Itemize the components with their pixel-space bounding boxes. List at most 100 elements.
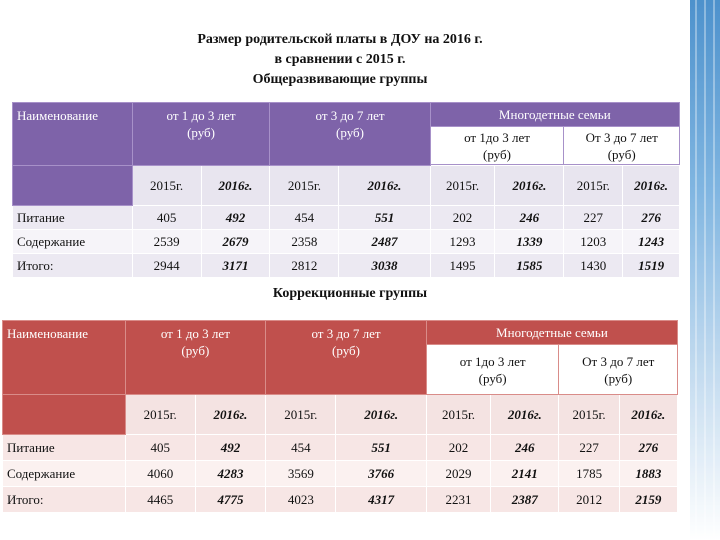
row-label: Итого: — [12, 253, 133, 278]
header-age-1-3: от 1 до 3 лет (руб) — [124, 320, 267, 395]
subheader-3-7: От 3 до 7 лет (руб) — [563, 126, 680, 165]
value-cell: 1785 — [558, 460, 620, 487]
header-unit: (руб) — [187, 125, 215, 140]
value-cell: 2812 — [269, 253, 340, 278]
year-cell: 2016г. — [490, 394, 560, 435]
value-cell: 405 — [131, 205, 202, 230]
value-cell: 1883 — [618, 460, 679, 487]
value-cell: 1585 — [494, 253, 565, 278]
subheader-1-3-label: от 1до 3 лет — [464, 129, 530, 145]
value-cell: 454 — [269, 205, 340, 230]
value-cell: 246 — [490, 434, 560, 461]
header-age-1-3: от 1 до 3 лет (руб) — [131, 102, 271, 166]
value-cell: 2387 — [490, 486, 560, 513]
subheader-unit: (руб) — [604, 370, 633, 386]
header-name: Наименование — [12, 102, 133, 166]
title-line-1: Размер родительской платы в ДОУ на 2016 … — [197, 32, 483, 47]
header-age-3-7-label: от 3 до 7 лет — [311, 326, 381, 341]
value-cell: 492 — [200, 205, 271, 230]
year-cell: 2016г. — [494, 165, 565, 206]
page-title: Размер родительской платы в ДОУ на 2016 … — [130, 30, 550, 90]
header-age-3-7-label: от 3 до 7 лет — [315, 108, 385, 123]
value-cell: 246 — [494, 205, 565, 230]
header-unit: (руб) — [181, 343, 210, 358]
value-cell: 2539 — [131, 229, 202, 254]
year-cell: 2015г. — [429, 165, 496, 206]
value-cell: 2159 — [618, 486, 679, 513]
year-cell: 2015г. — [269, 165, 340, 206]
subheader-unit: (руб) — [478, 370, 507, 386]
subheader-unit: (руб) — [607, 146, 636, 162]
value-cell: 4775 — [194, 486, 267, 513]
correction-groups-table: Наименование от 1 до 3 лет (руб) от 3 до… — [2, 320, 679, 513]
header-unit: (руб) — [336, 125, 364, 140]
row-label: Содержание — [2, 460, 126, 487]
subheader-1-3: от 1до 3 лет (руб) — [429, 126, 565, 165]
value-cell: 2141 — [490, 460, 560, 487]
subheader-unit: (руб) — [483, 146, 511, 162]
value-cell: 2231 — [425, 486, 492, 513]
value-cell: 2487 — [338, 229, 431, 254]
value-cell: 551 — [335, 434, 427, 461]
year-cell: 2015г. — [558, 394, 620, 435]
year-row-spacer — [12, 165, 133, 206]
value-cell: 3038 — [338, 253, 431, 278]
year-cell: 2016г. — [335, 394, 427, 435]
year-cell: 2016г. — [194, 394, 267, 435]
row-label: Содержание — [12, 229, 133, 254]
header-age-3-7: от 3 до 7 лет (руб) — [269, 102, 431, 166]
table-row: Итого: 4465 4775 4023 4317 2231 2387 201… — [2, 486, 679, 513]
value-cell: 1519 — [622, 253, 680, 278]
value-cell: 4465 — [124, 486, 196, 513]
header-large-families: Многодетные семьи — [429, 102, 681, 127]
value-cell: 202 — [429, 205, 496, 230]
value-cell: 1203 — [563, 229, 624, 254]
slide: Размер родительской платы в ДОУ на 2016 … — [2, 30, 681, 513]
subheader-3-7: От 3 до 7 лет (руб) — [558, 344, 678, 395]
subheader-1-3: от 1до 3 лет (руб) — [425, 344, 560, 395]
table-row: Питание 405 492 454 551 202 246 227 276 — [12, 205, 680, 230]
header-name: Наименование — [2, 320, 126, 395]
section-title-correction: Коррекционные группы — [272, 286, 428, 301]
header-large-families: Многодетные семьи — [425, 320, 679, 345]
row-label: Питание — [12, 205, 133, 230]
year-cell: 2015г. — [425, 394, 492, 435]
value-cell: 202 — [425, 434, 492, 461]
header-age-3-7: от 3 до 7 лет (руб) — [265, 320, 427, 395]
value-cell: 276 — [622, 205, 680, 230]
value-cell: 2358 — [269, 229, 340, 254]
value-cell: 551 — [338, 205, 431, 230]
table-row: Содержание 4060 4283 3569 3766 2029 2141… — [2, 460, 679, 487]
value-cell: 405 — [124, 434, 196, 461]
year-cell: 2016г. — [338, 165, 431, 206]
header-unit: (руб) — [332, 343, 360, 358]
value-cell: 3569 — [265, 460, 337, 487]
year-cell: 2016г. — [622, 165, 680, 206]
value-cell: 1430 — [563, 253, 624, 278]
value-cell: 227 — [558, 434, 620, 461]
value-cell: 1495 — [429, 253, 496, 278]
value-cell: 2029 — [425, 460, 492, 487]
year-cell: 2015г. — [124, 394, 196, 435]
value-cell: 2012 — [558, 486, 620, 513]
value-cell: 492 — [194, 434, 267, 461]
value-cell: 1339 — [494, 229, 565, 254]
value-cell: 2679 — [200, 229, 271, 254]
year-cell: 2016г. — [200, 165, 271, 206]
year-cell: 2015г. — [563, 165, 624, 206]
table-row: Содержание 2539 2679 2358 2487 1293 1339… — [12, 229, 680, 254]
header-age-1-3-label: от 1 до 3 лет — [166, 108, 236, 123]
value-cell: 227 — [563, 205, 624, 230]
general-groups-table: Наименование от 1 до 3 лет (руб) от 3 до… — [12, 102, 681, 278]
table-row: Питание 405 492 454 551 202 246 227 276 — [2, 434, 679, 461]
subheader-3-7-label: От 3 до 7 лет — [582, 353, 655, 369]
row-label: Питание — [2, 434, 126, 461]
header-age-1-3-label: от 1 до 3 лет — [160, 326, 230, 341]
year-row-spacer — [2, 394, 126, 435]
value-cell: 3766 — [335, 460, 427, 487]
value-cell: 4060 — [124, 460, 196, 487]
value-cell: 4317 — [335, 486, 427, 513]
title-line-3: Общеразвивающие группы — [252, 72, 428, 87]
row-label: Итого: — [2, 486, 126, 513]
value-cell: 3171 — [200, 253, 271, 278]
